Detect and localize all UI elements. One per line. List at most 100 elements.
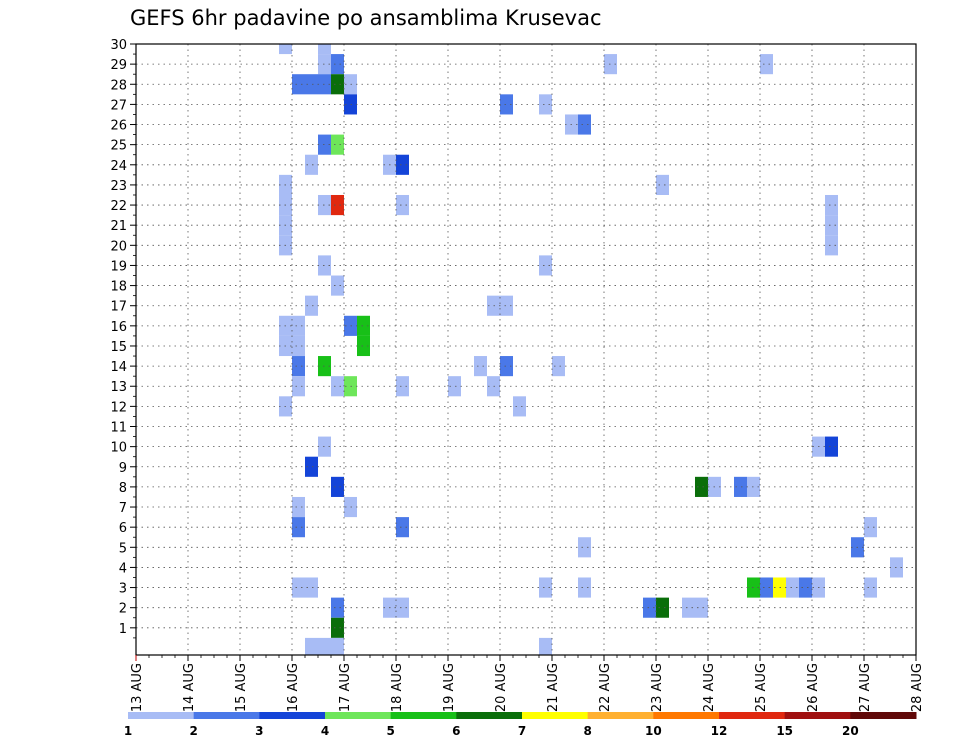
colorbar-swatch	[587, 712, 654, 719]
x-axis: 13 AUG 14 AUG 15 AUG 16 AUG 17 AUG 18 AUG 19 A…	[130, 655, 925, 712]
y-tick-label: 30	[110, 38, 127, 53]
colorbar-label: 5	[386, 724, 394, 738]
y-tick-label: 14	[110, 360, 127, 375]
x-tick-label: 14 AUG	[182, 663, 197, 712]
x-tick-label: 18 AUG	[390, 663, 405, 712]
heatmap-cell	[396, 194, 409, 216]
y-tick-label: 12	[110, 400, 127, 415]
x-tick-label: 26 AUG	[806, 663, 821, 712]
heatmap-cell	[331, 376, 344, 397]
colorbar-label: 10	[645, 724, 662, 738]
y-axis: 1234567891011121314151617181920212223242…	[110, 38, 136, 639]
heatmap-cell	[448, 376, 461, 397]
heatmap-cell	[539, 637, 552, 655]
colorbar-swatch	[850, 712, 917, 719]
y-tick-label: 7	[119, 501, 127, 516]
chart-title: GEFS 6hr padavine po ansamblima Krusevac	[130, 6, 602, 30]
y-tick-label: 29	[110, 58, 127, 73]
y-tick-label: 16	[110, 320, 127, 335]
y-tick-label: 28	[110, 78, 127, 93]
x-tick-label: 19 AUG	[442, 663, 457, 712]
x-tick-label: 23 AUG	[650, 663, 665, 712]
heatmap-cell	[292, 517, 305, 538]
colorbar-label: 20	[842, 724, 859, 738]
heatmap-cell	[825, 235, 838, 256]
colorbar-swatch	[128, 712, 195, 719]
x-tick-label: 20 AUG	[494, 663, 509, 712]
heatmap-cell	[760, 54, 773, 75]
heatmap-cell	[825, 194, 838, 216]
y-tick-label: 18	[110, 280, 127, 295]
y-tick-label: 24	[110, 159, 127, 174]
heatmap-cell	[474, 356, 487, 377]
y-tick-label: 15	[110, 340, 127, 355]
y-tick-label: 21	[110, 219, 127, 234]
heatmap-cell	[513, 396, 526, 417]
colorbar-swatch	[719, 712, 786, 719]
x-tick-label: 15 AUG	[234, 663, 249, 712]
y-tick-label: 13	[110, 380, 127, 395]
y-tick-label: 23	[110, 179, 127, 194]
heatmap-cell	[864, 577, 877, 598]
y-tick-label: 5	[119, 541, 127, 556]
colorbar-label: 3	[255, 724, 263, 738]
heatmap-cell	[292, 376, 305, 397]
heatmap-cell	[500, 356, 513, 377]
heatmap-cell	[279, 44, 292, 55]
colorbar-label: 7	[518, 724, 526, 738]
y-tick-label: 10	[110, 441, 127, 456]
x-tick-label: 13 AUG	[130, 663, 145, 712]
colorbar-label: 6	[452, 724, 460, 738]
heatmap-cell	[357, 315, 370, 336]
colorbar-swatch	[390, 712, 457, 719]
heatmap-cell	[500, 295, 513, 316]
heatmap-cell	[292, 356, 305, 377]
heatmap-cell	[305, 295, 318, 316]
x-tick-label: 27 AUG	[858, 663, 873, 712]
colorbar: 1 2 3 4 5 6 7 8 10 12 15 20	[124, 712, 917, 738]
heatmap-cell	[396, 597, 409, 618]
heatmap-cell	[331, 617, 344, 638]
colorbar-swatch	[456, 712, 523, 719]
heatmap-cell	[864, 517, 877, 538]
cells-layer	[279, 44, 903, 655]
heatmap-cell	[357, 335, 370, 357]
y-tick-label: 22	[110, 199, 127, 214]
y-tick-label: 6	[119, 521, 127, 536]
y-tick-label: 17	[110, 300, 127, 315]
heatmap-cell	[578, 114, 591, 135]
heatmap-cell	[331, 54, 344, 75]
heatmap-cell	[799, 577, 812, 598]
heatmap-cell	[305, 154, 318, 175]
heatmap-cell	[500, 94, 513, 115]
heatmap-cell	[331, 275, 344, 296]
grid-layer	[136, 44, 916, 655]
heatmap-cell	[305, 74, 318, 95]
y-tick-label: 27	[110, 98, 127, 113]
heatmap-cell	[695, 476, 708, 497]
heatmap-cell	[695, 597, 708, 618]
heatmap-cell	[331, 597, 344, 618]
y-tick-label: 11	[110, 421, 127, 436]
heatmap-cell	[331, 637, 344, 655]
heatmap-cell	[656, 597, 669, 618]
heatmap-cell	[552, 356, 565, 377]
heatmap-cell	[760, 577, 773, 598]
x-tick-label: 22 AUG	[598, 663, 613, 712]
heatmap-cell	[682, 597, 695, 618]
y-tick-label: 4	[119, 561, 127, 576]
colorbar-swatch	[784, 712, 851, 719]
x-tick-label: 16 AUG	[286, 663, 301, 712]
colorbar-swatch	[325, 712, 392, 719]
heatmap-cell	[539, 255, 552, 276]
colorbar-label: 8	[583, 724, 591, 738]
heatmap-cell	[331, 134, 344, 155]
colorbar-swatch	[193, 712, 260, 719]
heatmap-cell	[539, 577, 552, 598]
heatmap-cell	[396, 517, 409, 538]
heatmap-cell	[305, 456, 318, 477]
heatmap-cell	[786, 577, 799, 598]
heatmap-cell	[825, 436, 838, 457]
colorbar-swatch	[522, 712, 589, 719]
x-tick-label: 21 AUG	[546, 663, 561, 712]
